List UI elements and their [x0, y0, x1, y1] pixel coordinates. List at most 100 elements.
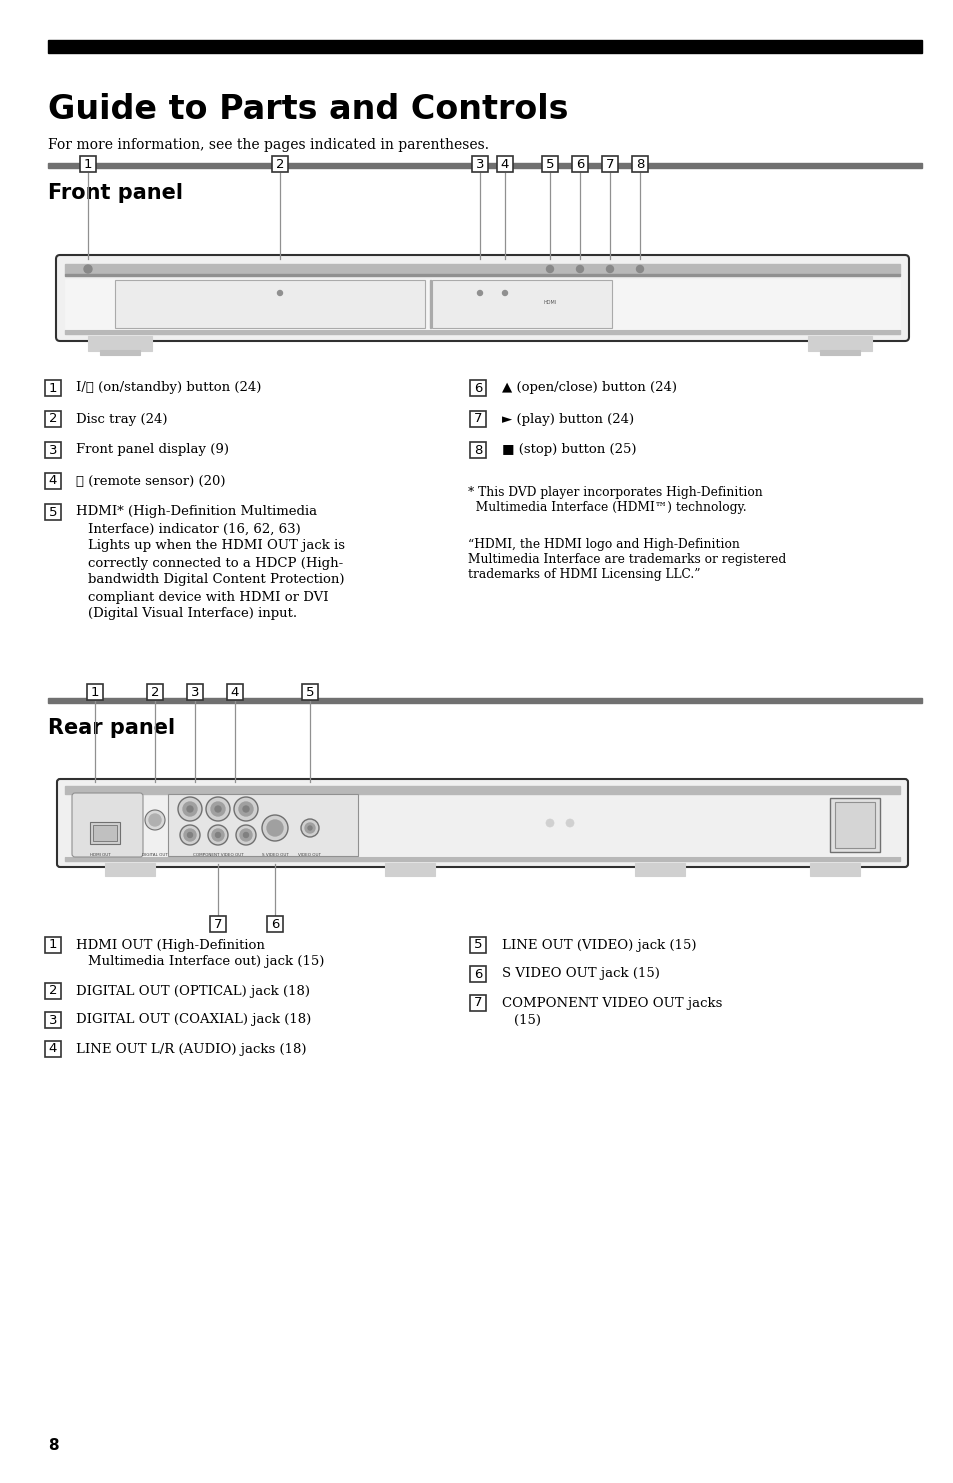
Circle shape	[187, 805, 193, 813]
Bar	[45, 504, 61, 521]
Text: 4: 4	[49, 1043, 57, 1056]
FancyBboxPatch shape	[57, 779, 907, 868]
Circle shape	[215, 832, 220, 838]
Circle shape	[233, 796, 257, 822]
Circle shape	[214, 805, 221, 813]
Bar	[147, 684, 163, 700]
Circle shape	[267, 820, 283, 836]
Text: 3: 3	[476, 157, 484, 171]
Text: bandwidth Digital Content Protection): bandwidth Digital Content Protection)	[88, 574, 344, 586]
Circle shape	[211, 802, 225, 816]
Bar	[80, 156, 96, 172]
Bar	[105, 863, 154, 876]
Bar	[100, 350, 140, 354]
Bar	[272, 156, 288, 172]
Bar	[45, 937, 61, 954]
Text: S VIDEO OUT: S VIDEO OUT	[261, 853, 288, 857]
Bar	[210, 916, 226, 931]
Text: HDMI OUT (High-Definition: HDMI OUT (High-Definition	[76, 939, 265, 952]
Circle shape	[477, 291, 482, 295]
Text: ☒ (remote sensor) (20): ☒ (remote sensor) (20)	[76, 475, 225, 488]
Text: 4: 4	[500, 157, 509, 171]
Bar	[45, 442, 61, 458]
Bar	[65, 279, 899, 329]
Text: Guide to Parts and Controls: Guide to Parts and Controls	[48, 93, 568, 126]
Text: 5: 5	[305, 685, 314, 698]
Text: COMPONENT VIDEO OUT: COMPONENT VIDEO OUT	[193, 853, 243, 857]
Circle shape	[206, 796, 230, 822]
Text: 2: 2	[275, 157, 284, 171]
Circle shape	[277, 291, 282, 295]
Circle shape	[606, 265, 613, 273]
Bar	[541, 156, 558, 172]
Text: 1: 1	[49, 381, 57, 394]
Text: Interface) indicator (16, 62, 63): Interface) indicator (16, 62, 63)	[88, 522, 300, 535]
Text: S VIDEO OUT jack (15): S VIDEO OUT jack (15)	[501, 967, 659, 980]
Bar	[385, 863, 435, 876]
Text: 7: 7	[213, 918, 222, 930]
Text: compliant device with HDMI or DVI: compliant device with HDMI or DVI	[88, 590, 328, 604]
Text: ▲ (open/close) button (24): ▲ (open/close) button (24)	[501, 381, 677, 394]
Text: 3: 3	[49, 1013, 57, 1026]
Bar	[187, 684, 203, 700]
Bar	[267, 916, 283, 931]
Text: 6: 6	[474, 967, 481, 980]
Bar	[45, 1011, 61, 1028]
Bar	[65, 264, 899, 274]
Bar	[470, 937, 485, 954]
Circle shape	[178, 796, 202, 822]
Text: 7: 7	[605, 157, 614, 171]
Circle shape	[243, 832, 248, 838]
Bar	[92, 825, 117, 841]
Text: For more information, see the pages indicated in parentheses.: For more information, see the pages indi…	[48, 138, 489, 151]
Text: 7: 7	[474, 412, 482, 426]
Text: 3: 3	[191, 685, 199, 698]
Text: HDMI OUT: HDMI OUT	[90, 853, 111, 857]
Text: 8: 8	[48, 1439, 58, 1453]
Circle shape	[235, 825, 255, 845]
Text: 4: 4	[231, 685, 239, 698]
Text: 8: 8	[474, 443, 481, 457]
Text: 2: 2	[49, 412, 57, 426]
Text: correctly connected to a HDCP (High-: correctly connected to a HDCP (High-	[88, 556, 343, 569]
Bar	[65, 331, 899, 334]
Text: COMPONENT VIDEO OUT jacks: COMPONENT VIDEO OUT jacks	[501, 997, 721, 1010]
Circle shape	[239, 802, 253, 816]
Text: 7: 7	[474, 997, 482, 1010]
Text: I/⏽ (on/standby) button (24): I/⏽ (on/standby) button (24)	[76, 381, 261, 394]
Bar	[88, 337, 152, 351]
Circle shape	[262, 816, 288, 841]
Bar	[470, 380, 485, 396]
Bar	[65, 857, 899, 862]
Text: HDMI* (High-Definition Multimedia: HDMI* (High-Definition Multimedia	[76, 506, 316, 519]
Text: (Digital Visual Interface) input.: (Digital Visual Interface) input.	[88, 608, 296, 620]
Bar	[48, 163, 921, 168]
Text: 2: 2	[151, 685, 159, 698]
Text: HDMI: HDMI	[543, 301, 556, 305]
Bar	[302, 684, 317, 700]
Text: DIGITAL OUT (COAXIAL) jack (18): DIGITAL OUT (COAXIAL) jack (18)	[76, 1013, 311, 1026]
Text: 5: 5	[474, 939, 482, 952]
Bar	[572, 156, 587, 172]
Bar	[168, 793, 357, 856]
Bar	[601, 156, 618, 172]
Text: 6: 6	[271, 918, 279, 930]
Bar	[834, 802, 874, 848]
Bar	[631, 156, 647, 172]
Bar	[227, 684, 243, 700]
Text: 1: 1	[49, 939, 57, 952]
Bar	[115, 280, 424, 328]
Circle shape	[545, 819, 554, 828]
Text: 1: 1	[84, 157, 92, 171]
Text: 8: 8	[635, 157, 643, 171]
Text: “HDMI, the HDMI logo and High-Definition
Multimedia Interface are trademarks or : “HDMI, the HDMI logo and High-Definition…	[468, 538, 785, 581]
Circle shape	[149, 814, 161, 826]
Text: * This DVD player incorporates High-Definition
  Multimedia Interface (HDMI™) te: * This DVD player incorporates High-Defi…	[468, 486, 762, 515]
Bar	[45, 473, 61, 489]
Circle shape	[576, 265, 583, 273]
Text: Disc tray (24): Disc tray (24)	[76, 412, 168, 426]
Bar	[65, 274, 899, 276]
Text: Multimedia Interface out) jack (15): Multimedia Interface out) jack (15)	[88, 955, 324, 968]
Circle shape	[212, 829, 224, 841]
Circle shape	[240, 829, 252, 841]
